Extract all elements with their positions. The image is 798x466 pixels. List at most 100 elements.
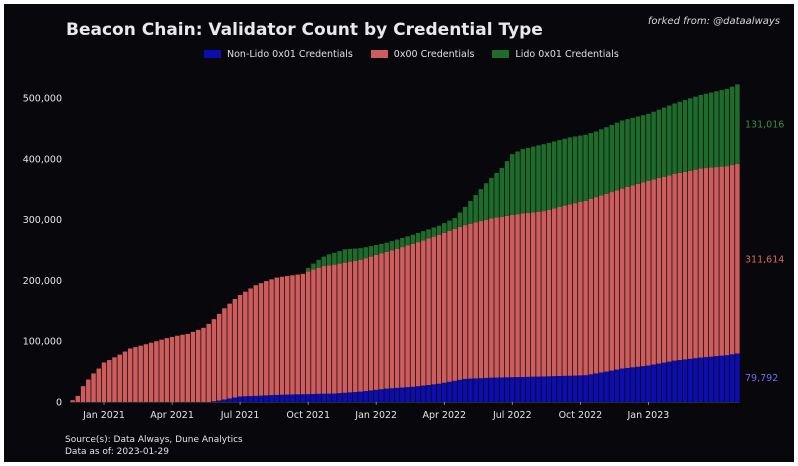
- bar-bls_0x00-72: [447, 230, 452, 382]
- bar-bls_0x00-4: [91, 373, 96, 402]
- bar-lido-49: [326, 254, 332, 266]
- bar-lido-61: [389, 241, 395, 251]
- bar-bls_0x00-25: [201, 327, 206, 402]
- bar-bls_0x00-74: [457, 227, 463, 380]
- bar-bls_0x00-123: [714, 167, 719, 357]
- bar-non_lido-83: [504, 377, 510, 402]
- bar-bls_0x00-90: [541, 211, 546, 377]
- bar-non_lido-66: [415, 386, 421, 402]
- bar-bls_0x00-47: [316, 267, 321, 394]
- bar-lido-93: [557, 140, 562, 207]
- bar-lido-94: [562, 138, 567, 206]
- bar-bls_0x00-18: [164, 338, 170, 402]
- x-tick-label: Jan 2023: [626, 410, 669, 421]
- bar-bls_0x00-70: [436, 234, 442, 384]
- bar-non_lido-96: [572, 375, 578, 402]
- bar-bls_0x00-38: [269, 279, 274, 396]
- bar-non_lido-111: [651, 364, 656, 402]
- y-tick-label: 200,000: [23, 276, 62, 287]
- bar-lido-119: [693, 96, 698, 170]
- bar-bls_0x00-14: [143, 344, 149, 402]
- bar-lido-113: [661, 107, 667, 177]
- bar-non_lido-79: [483, 377, 489, 402]
- bar-bls_0x00-91: [546, 209, 552, 377]
- bar-bls_0x00-16: [154, 341, 159, 402]
- bar-lido-104: [614, 122, 620, 191]
- bar-non_lido-62: [394, 387, 400, 402]
- chart-title: Beacon Chain: Validator Count by Credent…: [66, 20, 543, 40]
- bar-non_lido-114: [667, 361, 672, 402]
- bar-bls_0x00-50: [332, 264, 337, 394]
- bar-non_lido-126: [729, 354, 735, 402]
- bar-bls_0x00-13: [138, 345, 143, 402]
- attribution: forked from: @dataalways: [647, 16, 780, 27]
- bar-bls_0x00-44: [300, 273, 306, 395]
- bar-bls_0x00-0: [70, 400, 75, 402]
- bar-non_lido-34: [248, 396, 253, 402]
- bar-bls_0x00-61: [389, 250, 395, 389]
- bar-bls_0x00-28: [216, 313, 222, 401]
- bar-lido-85: [515, 151, 520, 215]
- bar-bls_0x00-71: [442, 232, 447, 383]
- bar-non_lido-94: [562, 375, 567, 402]
- bar-lido-80: [489, 177, 494, 219]
- legend-label-non-lido: Non-Lido 0x01 Credentials: [227, 48, 353, 60]
- bar-bls_0x00-104: [614, 190, 620, 370]
- bar-bls_0x00-41: [284, 276, 290, 395]
- bar-non_lido-119: [693, 358, 698, 402]
- bar-bls_0x00-125: [724, 166, 730, 356]
- bar-bls_0x00-85: [515, 214, 520, 378]
- bar-bls_0x00-80: [489, 218, 494, 378]
- bar-non_lido-33: [243, 396, 248, 402]
- bar-bls_0x00-108: [635, 183, 641, 367]
- bar-non_lido-108: [635, 366, 641, 402]
- chart-frame: 0 100,000 200,000 300,000 400,000 500,000 Jan …: [4, 4, 794, 462]
- bar-lido-57: [368, 246, 374, 257]
- bar-lido-71: [442, 223, 447, 233]
- bar-bls_0x00-113: [661, 176, 667, 363]
- bar-bls_0x00-99: [588, 198, 594, 375]
- x-tick-label: Apr 2022: [422, 410, 466, 421]
- bar-lido-108: [635, 116, 641, 184]
- bar-bls_0x00-62: [394, 248, 400, 388]
- bar-bls_0x00-122: [708, 167, 714, 357]
- bar-non_lido-75: [462, 378, 468, 402]
- bar-non_lido-42: [290, 394, 295, 402]
- bar-non_lido-35: [253, 395, 259, 402]
- bar-non_lido-121: [703, 357, 709, 402]
- bar-lido-107: [630, 117, 635, 186]
- bar-bls_0x00-29: [222, 308, 227, 400]
- bar-non_lido-122: [708, 356, 714, 402]
- bar-non_lido-58: [373, 389, 379, 402]
- bar-non_lido-39: [274, 394, 280, 402]
- bar-bls_0x00-88: [530, 212, 536, 377]
- bar-lido-112: [656, 109, 662, 179]
- bar-lido-73: [452, 218, 457, 229]
- legend-item-0x00: 0x00 Credentials: [370, 49, 474, 60]
- bar-non_lido-45: [305, 394, 311, 402]
- bar-lido-115: [672, 103, 677, 174]
- bar-lido-75: [462, 206, 468, 226]
- bar-lido-95: [567, 137, 573, 205]
- bar-bls_0x00-42: [290, 275, 295, 395]
- bar-non_lido-50: [332, 393, 337, 402]
- bar-bls_0x00-31: [232, 299, 238, 398]
- bar-bls_0x00-6: [101, 362, 107, 402]
- bar-lido-59: [379, 243, 384, 254]
- bar-bls_0x00-127: [735, 164, 740, 354]
- legend-swatch-lido: [492, 50, 510, 58]
- bar-lido-101: [599, 129, 604, 196]
- bar-bls_0x00-60: [384, 251, 389, 389]
- bar-lido-122: [708, 92, 714, 168]
- bar-non_lido-127: [735, 353, 740, 402]
- bar-non_lido-77: [473, 378, 478, 402]
- bar-non_lido-107: [630, 367, 635, 402]
- bar-lido-45: [305, 267, 311, 272]
- bar-non_lido-30: [227, 398, 232, 402]
- bar-non_lido-99: [588, 374, 594, 402]
- bar-non_lido-76: [468, 378, 473, 402]
- bar-bls_0x00-24: [195, 329, 201, 402]
- bar-bls_0x00-49: [326, 265, 332, 394]
- bar-lido-99: [588, 133, 594, 199]
- bar-bls_0x00-105: [619, 188, 625, 369]
